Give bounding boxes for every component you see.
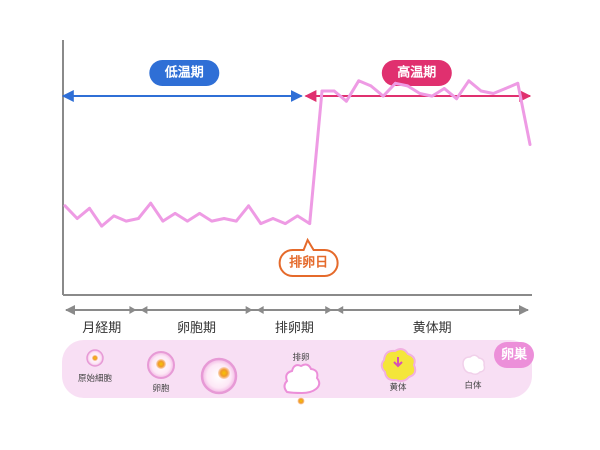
corpus-luteum-icon [380, 348, 417, 382]
temperature-point [112, 214, 116, 218]
phase-ovulatory: 排卵期 [275, 321, 314, 336]
temperature-point [186, 219, 189, 223]
temperature-point [173, 212, 177, 215]
phase-luteal: 黄体期 [413, 321, 452, 336]
stage-label-corpus-albicans: 白体 [464, 380, 482, 391]
temperature-point [369, 84, 373, 88]
mature-follicle-icon [200, 357, 238, 395]
phase-divider-arrow [325, 306, 333, 314]
temperature-point [63, 204, 67, 208]
corpus-albicans-icon [462, 354, 486, 376]
stage-label-ovulation: 排卵 [292, 352, 309, 363]
phase-divider-arrow [336, 306, 344, 314]
high-phase-label: 高温期 [397, 65, 436, 81]
phase-follicular: 卵胞期 [177, 321, 216, 336]
temperature-point [259, 222, 263, 226]
temperature-point [430, 94, 434, 98]
high-phase-pill: 高温期 [381, 60, 452, 86]
ovulation-day-label: 排卵日 [289, 255, 328, 271]
phase-menstrual: 月経期 [82, 321, 121, 336]
temperature-point [296, 214, 299, 218]
low-phase-label: 低温期 [164, 65, 204, 81]
temperature-point [210, 219, 214, 223]
phase-dividers [129, 306, 344, 314]
phase-divider-arrow [256, 306, 264, 314]
stage-label-follicle: 卵胞 [152, 383, 170, 394]
temperature-point [100, 224, 104, 228]
temperature-point [88, 206, 91, 210]
temperature-point [442, 87, 446, 90]
temperature-point [283, 222, 287, 226]
temperature-point [308, 222, 312, 226]
temperature-point [357, 79, 361, 83]
temperature-point [198, 212, 202, 215]
stage-label-corpus-luteum: 黄体 [389, 382, 407, 393]
temperature-point [124, 219, 128, 223]
phase-divider-arrow [129, 306, 137, 314]
temperature-point [271, 217, 275, 220]
cycle-phase-labels: 月経期 卵胞期 排卵期 黄体期 [82, 321, 451, 336]
temperature-point [161, 219, 165, 223]
temperature-point [381, 94, 385, 98]
temperature-point [320, 89, 324, 93]
temperature-point [75, 217, 79, 220]
ovulation-day-callout: 排卵日 [278, 237, 339, 277]
follicle-icon [147, 351, 175, 379]
ovary-badge: 卵巣 [494, 342, 534, 368]
temperature-point [504, 87, 507, 90]
temperature-point [418, 92, 422, 95]
temperature-point [491, 92, 495, 95]
temperature-point [406, 84, 409, 88]
temperature-point [516, 81, 520, 85]
temperature-point [345, 99, 348, 103]
phase-divider-arrow [140, 306, 148, 314]
temperature-point [247, 204, 251, 208]
primordial-follicle-icon [86, 349, 104, 367]
temperature-points [63, 79, 532, 228]
temperature-point [528, 143, 532, 146]
temperature-point [479, 89, 483, 93]
low-phase-pill: 低温期 [149, 60, 220, 86]
temperature-point [455, 97, 458, 101]
temperature-point [222, 217, 226, 220]
ovary-badge-label: 卵巣 [501, 347, 528, 363]
phase-divider-arrow [245, 306, 253, 314]
temperature-point [394, 81, 397, 85]
temperature-point [332, 89, 336, 93]
temperature-point [137, 217, 140, 220]
temperature-point [234, 219, 238, 223]
temperature-point [467, 79, 471, 83]
stage-label-primordial: 原始細胞 [78, 373, 113, 384]
temperature-line [63, 79, 532, 228]
ovulation-icon [283, 363, 321, 405]
temperature-point [149, 201, 153, 205]
